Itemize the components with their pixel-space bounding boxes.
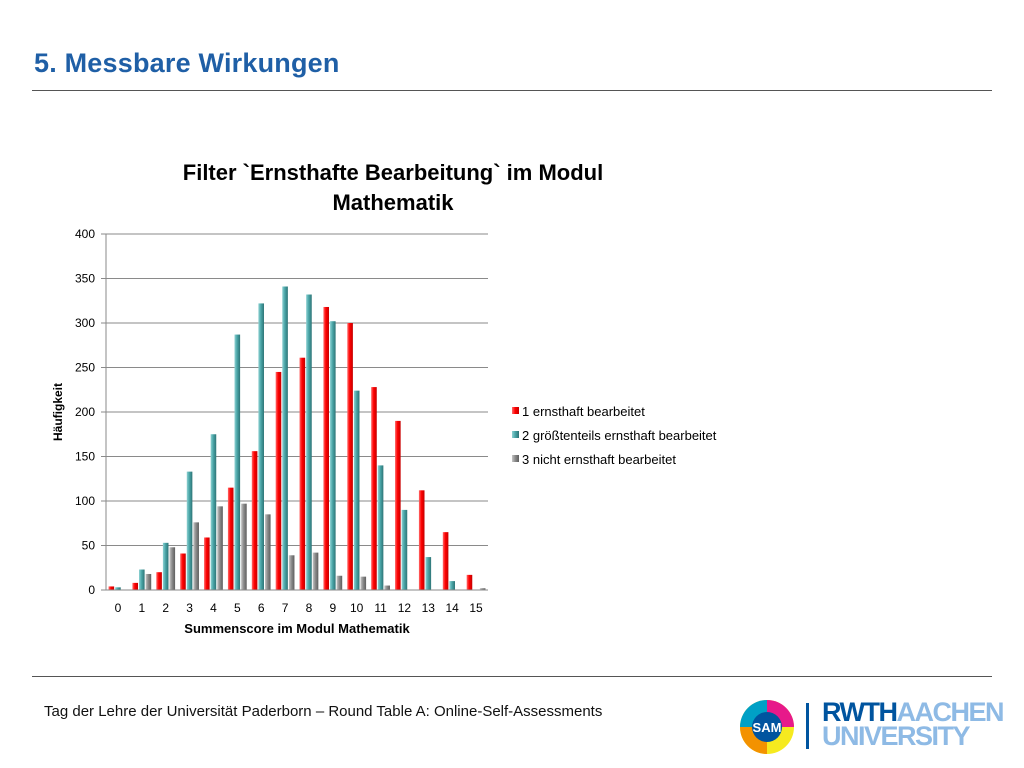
bar-series-1: [251, 451, 258, 590]
x-tick-label: 8: [306, 601, 313, 615]
bar-series-2: [186, 471, 193, 590]
bar-series-3: [264, 514, 271, 590]
chart-title-line-2: Mathematik: [332, 190, 454, 215]
bar-series-3: [360, 576, 367, 590]
bar-series-1: [299, 357, 306, 590]
bar-series-2: [401, 509, 408, 590]
sam-logo-text: SAM: [753, 720, 782, 735]
bar-series-1: [323, 306, 330, 590]
bar-series-2: [449, 581, 455, 590]
bar-series-3: [241, 503, 247, 590]
x-tick-label: 3: [186, 601, 193, 615]
bar-series-1: [204, 537, 210, 590]
x-tick-label: 11: [374, 601, 387, 615]
bar-series-1: [347, 323, 353, 590]
bar-series-2: [162, 542, 169, 590]
bar-series-2: [425, 557, 432, 590]
footer-divider: [32, 676, 992, 677]
legend-label-1: 1 ernsthaft bearbeitet: [522, 404, 645, 419]
bar-series-3: [145, 573, 152, 590]
y-tick-label: 200: [75, 405, 95, 419]
bar-series-1: [108, 586, 115, 590]
rwth-logo: RWTHAACHEN UNIVERSITY: [822, 697, 1005, 751]
bar-series-3: [193, 522, 199, 590]
x-axis-label: Summenscore im Modul Mathematik: [184, 621, 410, 636]
bar-series-1: [180, 553, 186, 590]
y-tick-label: 250: [75, 361, 95, 375]
x-tick-label: 1: [138, 601, 145, 615]
bar-series-2: [210, 434, 217, 590]
rwth-logo-rwth: RWTH: [822, 697, 898, 727]
bar-series-3: [312, 552, 319, 590]
bar-series-1: [442, 532, 449, 590]
bar-series-2: [115, 587, 121, 590]
x-tick-label: 10: [350, 601, 364, 615]
bar-series-2: [234, 334, 241, 590]
bar-series-1: [466, 574, 473, 590]
x-tick-label: 6: [258, 601, 265, 615]
y-tick-label: 50: [82, 539, 96, 553]
bar-series-1: [132, 582, 139, 590]
x-tick-label: 2: [162, 601, 169, 615]
legend-swatch-3: [512, 455, 519, 462]
bar-series-3: [336, 575, 343, 590]
legend-label-3: 3 nicht ernsthaft bearbeitet: [522, 452, 676, 467]
y-tick-label: 300: [75, 316, 95, 330]
bar-series-3: [479, 588, 486, 590]
x-tick-label: 4: [210, 601, 217, 615]
bar-series-2: [330, 321, 336, 590]
bar-series-2: [258, 303, 264, 590]
bar-series-3: [288, 555, 295, 590]
bar-series-2: [139, 569, 145, 590]
x-tick-label: 0: [115, 601, 122, 615]
x-tick-label: 9: [329, 601, 336, 615]
legend-swatch-2: [512, 431, 519, 438]
bar-series-1: [156, 572, 162, 590]
bar-chart: Filter `Ernsthafte Bearbeitung` im Modul…: [51, 160, 717, 636]
rwth-logo-aachen: AACHEN: [896, 697, 1005, 727]
logo-separator: [806, 703, 809, 749]
bar-series-1: [418, 490, 425, 590]
title-divider: [32, 90, 992, 91]
y-tick-label: 150: [75, 450, 95, 464]
x-tick-label: 12: [398, 601, 412, 615]
bar-series-2: [353, 390, 360, 590]
legend-label-2: 2 größtenteils ernsthaft bearbeitet: [522, 428, 717, 443]
y-axis-label: Häufigkeit: [51, 383, 65, 441]
bar-series-2: [377, 465, 384, 590]
footer-text: Tag der Lehre der Universität Paderborn …: [44, 703, 603, 720]
bar-series-1: [371, 387, 377, 590]
bars: [108, 286, 486, 590]
rwth-logo-university: UNIVERSITY: [822, 721, 971, 751]
bar-series-1: [227, 487, 234, 590]
y-tick-label: 350: [75, 272, 95, 286]
legend: 1 ernsthaft bearbeitet 2 größtenteils ern…: [512, 404, 717, 467]
x-tick-label: 5: [234, 601, 241, 615]
chart-title-line-1: Filter `Ernsthafte Bearbeitung` im Modul: [183, 160, 603, 185]
y-tick-label: 100: [75, 494, 95, 508]
bar-series-3: [169, 547, 176, 590]
bar-series-2: [306, 294, 312, 590]
x-tick-label: 15: [469, 601, 483, 615]
bar-series-3: [384, 585, 390, 590]
legend-swatch-1: [512, 407, 519, 414]
bar-series-3: [217, 506, 223, 590]
bar-series-2: [282, 286, 288, 590]
x-tick-label: 14: [446, 601, 460, 615]
sam-logo: SAM: [740, 700, 794, 754]
gridlines: [106, 233, 488, 591]
x-tick-label: 13: [422, 601, 436, 615]
y-tick-label: 0: [88, 583, 95, 597]
slide-title: 5. Messbare Wirkungen: [34, 48, 340, 78]
bar-series-1: [275, 371, 282, 590]
x-tick-label: 7: [282, 601, 289, 615]
bar-series-1: [395, 420, 401, 590]
y-tick-label: 400: [75, 227, 95, 241]
chart-container: Filter `Ernsthafte Bearbeitung` im Modul…: [51, 160, 717, 636]
